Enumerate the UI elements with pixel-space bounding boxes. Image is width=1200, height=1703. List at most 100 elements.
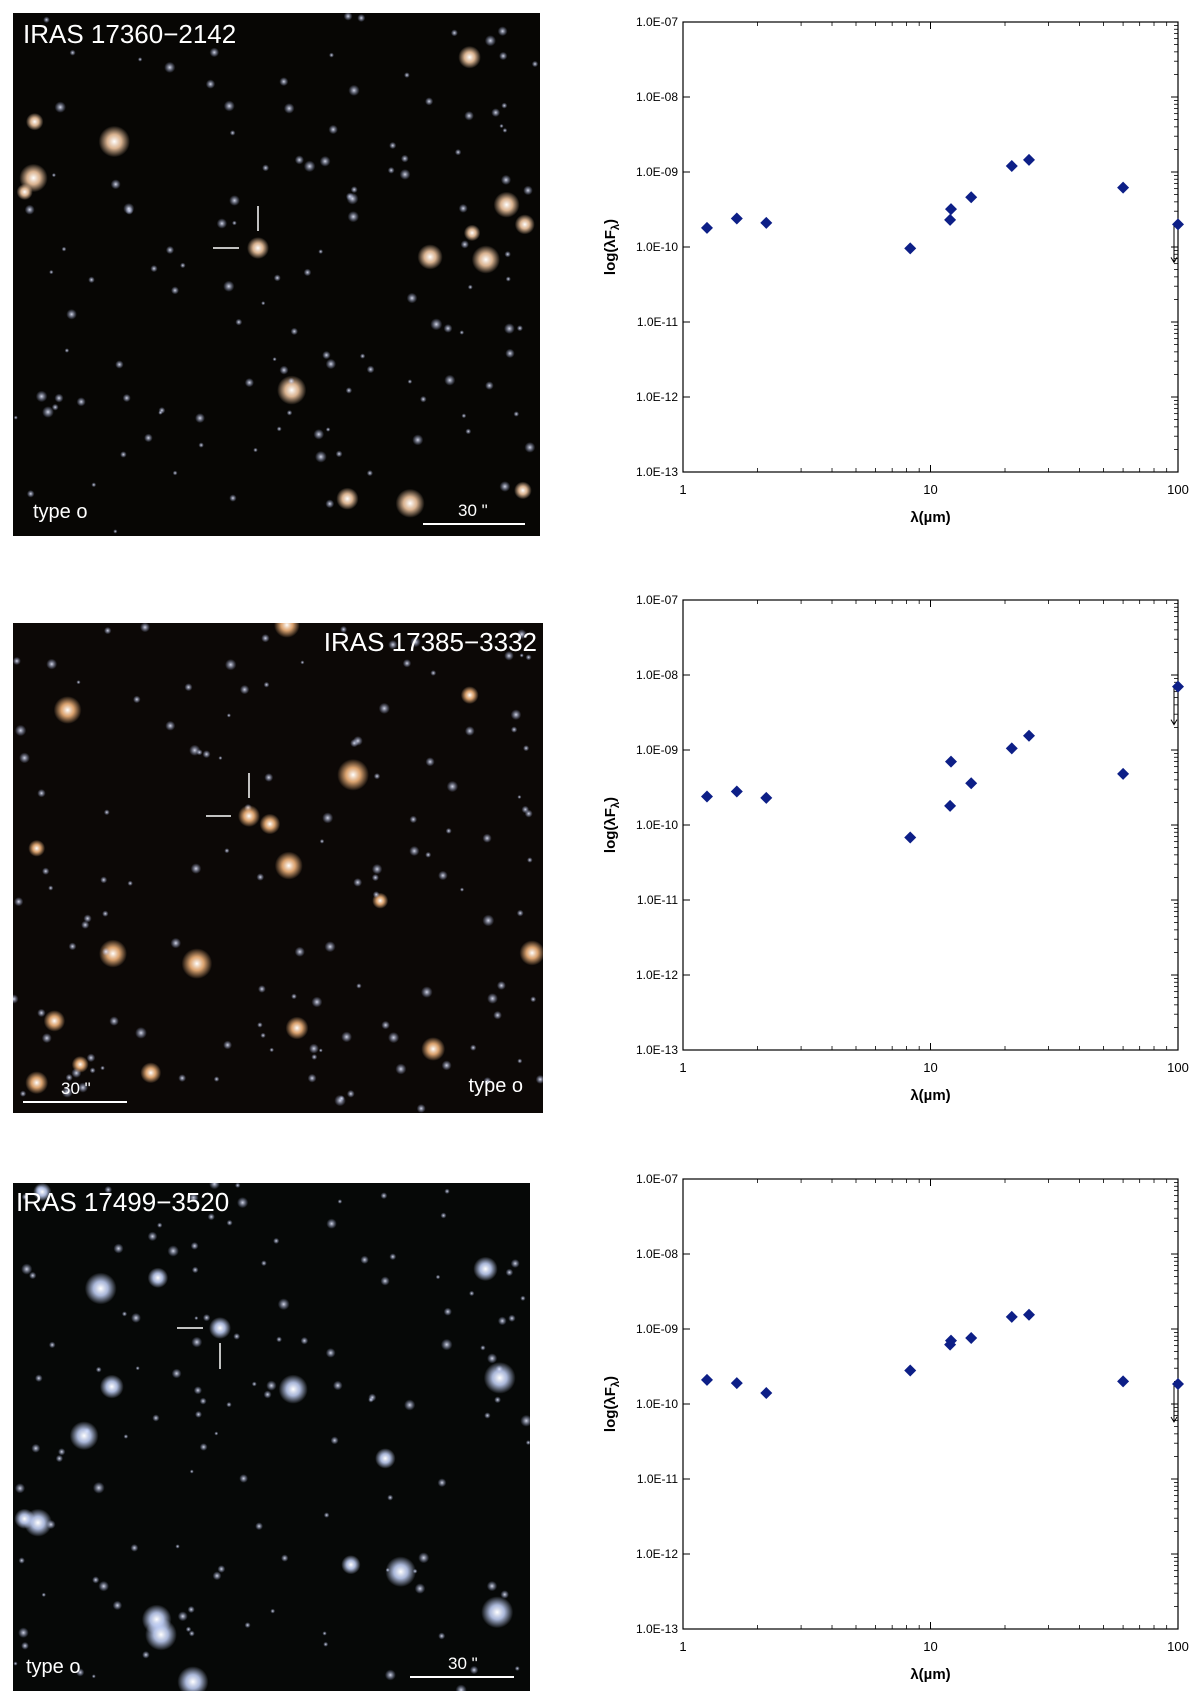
star: [338, 1095, 345, 1102]
star: [307, 1073, 317, 1083]
star: [257, 1022, 263, 1028]
star: [458, 203, 468, 213]
star: [497, 1316, 507, 1326]
star: [414, 1583, 426, 1594]
star: [53, 696, 82, 724]
star: [425, 851, 432, 858]
star: [482, 833, 492, 843]
star: [188, 1630, 195, 1637]
star: [33, 1183, 52, 1201]
star: [469, 1290, 475, 1297]
star: [311, 1054, 318, 1060]
star: [505, 1268, 514, 1277]
star: [450, 29, 458, 37]
type-label: type o: [468, 1075, 523, 1097]
star: [229, 494, 237, 502]
star: [510, 1259, 520, 1268]
data-point: [1022, 1308, 1035, 1321]
star: [523, 185, 533, 196]
star: [277, 1298, 290, 1311]
sed-chart-svg-3: 1.0E-13 1.0E-12 1.0E-11 1.0E-10 1.0E-09 1.0E-…: [602, 1172, 1189, 1683]
star: [226, 1219, 233, 1226]
x-tick-label: 10: [923, 1639, 937, 1654]
star: [150, 265, 158, 273]
star: [142, 1651, 150, 1659]
star: [446, 780, 459, 793]
star: [76, 397, 86, 407]
star: [171, 1368, 182, 1379]
type-label: type o: [26, 1656, 81, 1678]
star: [209, 1183, 220, 1190]
star: [505, 348, 515, 359]
star: [514, 481, 532, 500]
data-point: [944, 755, 957, 768]
star: [420, 395, 427, 403]
star: [380, 1276, 390, 1286]
star: [195, 413, 205, 424]
y-tick-label: 1.0E-12: [636, 1547, 678, 1561]
y-tick-label: 1.0E-09: [636, 1322, 678, 1336]
y-tick-label: 1.0E-10: [636, 818, 678, 832]
star: [115, 360, 124, 369]
star: [347, 211, 359, 223]
y-tick-label: 1.0E-08: [636, 1247, 678, 1261]
star: [229, 130, 236, 136]
star: [147, 1267, 169, 1288]
star: [232, 220, 237, 226]
star: [388, 1032, 400, 1044]
star: [291, 993, 297, 1000]
star: [313, 429, 325, 440]
star: [14, 1508, 35, 1529]
star: [88, 276, 95, 284]
star: [464, 111, 474, 121]
data-point: [1005, 160, 1018, 173]
y-tick-label: 1.0E-10: [636, 240, 678, 254]
star: [508, 1314, 516, 1322]
star: [48, 1341, 56, 1349]
star: [286, 410, 293, 416]
star: [202, 1314, 211, 1322]
star: [37, 1008, 46, 1018]
star: [308, 1043, 319, 1054]
star: [330, 1436, 339, 1445]
starfield-1: [13, 13, 540, 536]
star: [262, 164, 270, 172]
star: [239, 684, 250, 695]
star: [395, 1063, 407, 1075]
star: [217, 1565, 226, 1573]
star: [387, 1494, 394, 1501]
star: [266, 1380, 277, 1391]
star: [333, 1380, 343, 1391]
star: [324, 941, 336, 953]
data-point: [944, 203, 957, 216]
star: [500, 174, 512, 185]
star: [437, 1478, 447, 1488]
y-tick-label: 1.0E-12: [636, 968, 678, 982]
star: [341, 1031, 352, 1043]
star: [409, 845, 420, 857]
star: [171, 286, 179, 295]
star: [329, 52, 334, 58]
star: [300, 1336, 309, 1345]
y-tick-label: 1.0E-07: [636, 15, 678, 29]
x-axis-label: λ(µm): [910, 1087, 950, 1104]
star: [325, 427, 331, 432]
star: [435, 1274, 441, 1280]
star: [140, 1062, 162, 1084]
star: [281, 1554, 289, 1562]
star: [184, 683, 193, 692]
star: [102, 910, 109, 917]
star: [48, 885, 54, 891]
star: [41, 1592, 46, 1597]
star: [491, 108, 501, 117]
star: [251, 1381, 257, 1387]
data-point: [760, 216, 773, 229]
star: [469, 1665, 479, 1675]
star: [178, 1074, 187, 1082]
star: [214, 1431, 219, 1436]
star: [404, 1399, 416, 1411]
x-tick-label: 10: [923, 482, 937, 497]
scale-bar: [23, 1101, 127, 1103]
star: [389, 141, 397, 150]
star: [26, 490, 35, 498]
